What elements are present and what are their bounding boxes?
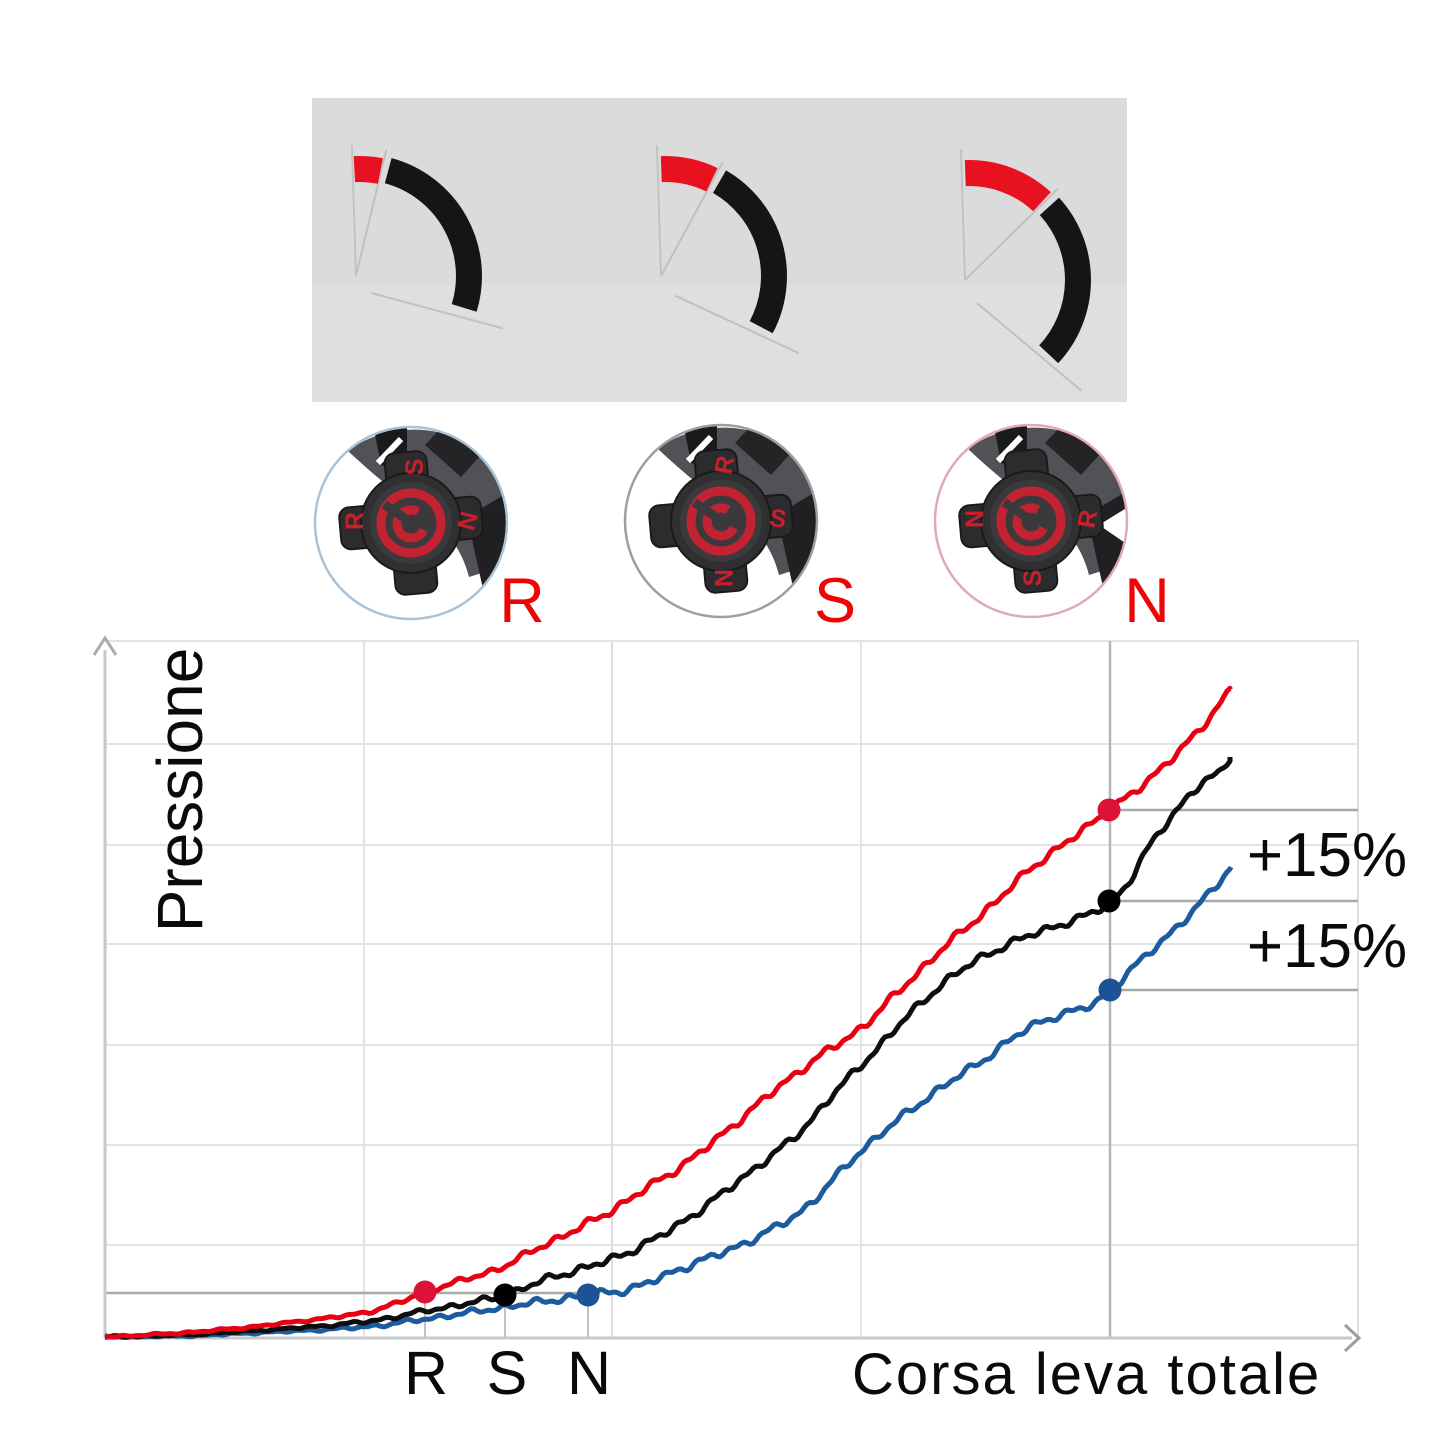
svg-text:S: S [1019,570,1047,587]
svg-text:S: S [814,566,856,636]
svg-text:R: R [341,512,369,530]
svg-text:Pressione: Pressione [144,648,216,933]
svg-text:S: S [487,1339,528,1407]
svg-text:+15%: +15% [1247,912,1407,981]
svg-text:N: N [709,569,737,587]
svg-text:R: R [404,1339,448,1407]
svg-text:R: R [1073,508,1104,531]
svg-text:S: S [401,459,429,476]
svg-text:R: R [499,566,545,636]
svg-text:N: N [961,510,989,528]
svg-text:N: N [1124,566,1170,636]
svg-text:S: S [767,504,788,534]
svg-text:+15%: +15% [1247,821,1407,890]
svg-text:R: R [710,454,741,477]
svg-text:Corsa leva totale: Corsa leva totale [852,1342,1321,1407]
svg-text:N: N [567,1339,611,1407]
